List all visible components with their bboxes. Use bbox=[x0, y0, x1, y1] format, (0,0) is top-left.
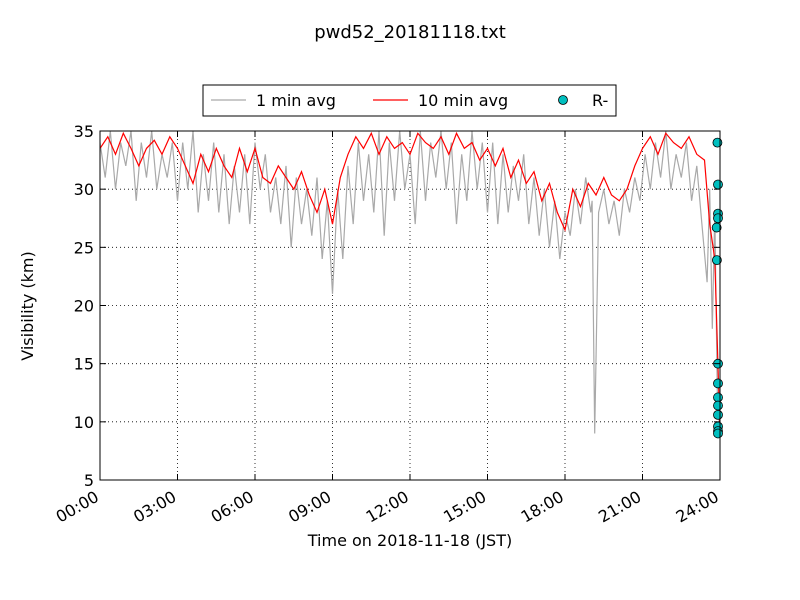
y-axis-label: Visibility (km) bbox=[18, 251, 37, 360]
rain-marker bbox=[713, 378, 723, 389]
series-10min-avg-line bbox=[100, 131, 720, 434]
rain-marker bbox=[712, 137, 723, 148]
rain-marker bbox=[713, 409, 723, 420]
legend-label-rain: R- bbox=[592, 91, 608, 110]
series-1min-avg-line bbox=[100, 131, 720, 434]
rain-marker bbox=[713, 213, 723, 224]
y-tick-label: 30 bbox=[74, 180, 94, 199]
rain-marker bbox=[713, 400, 723, 411]
rain-marker bbox=[712, 255, 722, 266]
legend: 1 min avg 10 min avg R- bbox=[202, 84, 617, 117]
x-axis-label: Time on 2018-11-18 (JST) bbox=[307, 531, 512, 550]
y-tick-label: 35 bbox=[74, 122, 94, 141]
legend-frame bbox=[202, 84, 617, 117]
y-tick-label: 20 bbox=[74, 297, 94, 316]
chart-title: pwd52_20181118.txt bbox=[314, 22, 506, 43]
y-tick-label: 5 bbox=[84, 471, 94, 490]
rain-marker bbox=[713, 428, 723, 439]
rain-marker bbox=[713, 179, 723, 190]
y-tick-label: 25 bbox=[74, 238, 94, 257]
series-group bbox=[100, 131, 720, 434]
y-tick-label: 15 bbox=[74, 355, 94, 374]
legend-label-10min: 10 min avg bbox=[418, 91, 508, 110]
rain-marker bbox=[711, 222, 722, 233]
rain-marker bbox=[713, 392, 723, 403]
y-tick-label: 10 bbox=[74, 413, 94, 432]
legend-label-1min: 1 min avg bbox=[256, 91, 336, 110]
legend-swatch-rain bbox=[558, 95, 568, 105]
